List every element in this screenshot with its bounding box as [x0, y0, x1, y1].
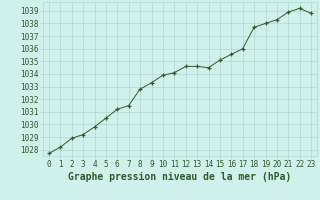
X-axis label: Graphe pression niveau de la mer (hPa): Graphe pression niveau de la mer (hPa): [68, 172, 292, 182]
